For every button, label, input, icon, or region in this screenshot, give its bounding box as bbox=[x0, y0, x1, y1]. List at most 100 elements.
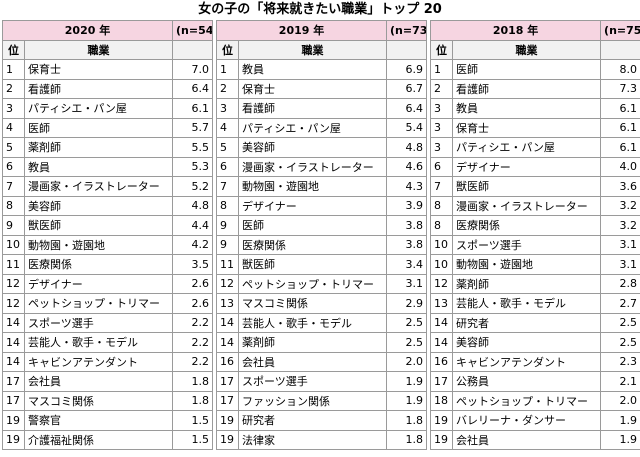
row: 10 動物園・遊園地 3.1 bbox=[430, 254, 640, 275]
rank: 3 bbox=[430, 137, 454, 158]
rank: 8 bbox=[430, 215, 454, 236]
rank: 2 bbox=[2, 78, 25, 99]
rank: 12 bbox=[2, 273, 25, 294]
panel-header: 2018 年(n=754) bbox=[430, 20, 640, 41]
job: 動物園・遊園地 bbox=[452, 254, 602, 275]
job: 法律家 bbox=[238, 429, 388, 450]
job: 教員 bbox=[452, 98, 602, 119]
job: スポーツ選手 bbox=[238, 371, 388, 392]
job: 動物園・遊園地 bbox=[23, 234, 174, 255]
percent: 2.5 bbox=[386, 332, 428, 353]
ranking-table: 2019 年(n=736)位職業1教員6.92保育士6.73看護師6.44パティ… bbox=[216, 20, 428, 450]
job: 会社員 bbox=[23, 371, 174, 392]
job: 会社員 bbox=[452, 429, 602, 450]
rank: 19 bbox=[430, 410, 454, 431]
job: デザイナー bbox=[23, 273, 174, 294]
job: 研究者 bbox=[238, 410, 388, 431]
row: 19 会社員 1.9 bbox=[430, 429, 640, 450]
rank: 12 bbox=[2, 293, 25, 314]
row: 14 スポーツ選手 2.2 bbox=[2, 312, 214, 333]
rank: 9 bbox=[216, 215, 240, 236]
percent: 7.0 bbox=[172, 59, 214, 80]
percent: 1.5 bbox=[172, 429, 214, 450]
job: 医師 bbox=[23, 117, 174, 138]
row: 13 マスコミ関係 2.9 bbox=[216, 293, 428, 314]
row: 14 芸能人・歌手・モデル 2.5 bbox=[216, 312, 428, 333]
percent: 3.2 bbox=[600, 195, 640, 216]
rank: 17 bbox=[2, 390, 25, 411]
row: 1 医師 8.0 bbox=[430, 59, 640, 80]
row: 17 スポーツ選手 1.9 bbox=[216, 371, 428, 392]
job: ペットショップ・トリマー bbox=[452, 390, 602, 411]
rank: 14 bbox=[430, 312, 454, 333]
row: 11 医療関係 3.5 bbox=[2, 254, 214, 275]
row: 16 キャビンアテンダント 2.3 bbox=[430, 351, 640, 372]
percent: 3.1 bbox=[386, 273, 428, 294]
rank: 19 bbox=[2, 429, 25, 450]
rank: 3 bbox=[430, 98, 454, 119]
rank-header: 位 bbox=[430, 39, 454, 60]
rank: 14 bbox=[2, 312, 25, 333]
rank: 10 bbox=[2, 234, 25, 255]
rank: 17 bbox=[2, 371, 25, 392]
percent: 6.7 bbox=[386, 78, 428, 99]
percent: 5.5 bbox=[172, 137, 214, 158]
row: 6 教員 5.3 bbox=[2, 156, 214, 177]
rank-header: 位 bbox=[216, 39, 240, 60]
job: 動物園・遊園地 bbox=[238, 176, 388, 197]
percent: 3.2 bbox=[600, 215, 640, 236]
percent: 5.4 bbox=[386, 117, 428, 138]
job: 漫画家・イラストレーター bbox=[452, 195, 602, 216]
job-header: 職業 bbox=[23, 39, 174, 60]
percent: 2.7 bbox=[600, 293, 640, 314]
row: 3 看護師 6.4 bbox=[216, 98, 428, 119]
job: マスコミ関係 bbox=[238, 293, 388, 314]
percent: 6.1 bbox=[600, 137, 640, 158]
percent: 6.1 bbox=[600, 117, 640, 138]
panel-header: 2020 年(n=543) bbox=[1, 20, 214, 41]
job-header: 職業 bbox=[452, 39, 602, 60]
row: 9 獣医師 4.4 bbox=[2, 215, 214, 236]
rank: 12 bbox=[216, 273, 240, 294]
percent: 2.2 bbox=[172, 351, 214, 372]
percent: 6.1 bbox=[172, 98, 214, 119]
row: 16 会社員 2.0 bbox=[216, 351, 428, 372]
rank: 17 bbox=[430, 371, 454, 392]
row: 18 ペットショップ・トリマー 2.0 bbox=[430, 390, 640, 411]
percent: 5.2 bbox=[172, 176, 214, 197]
percent: 3.8 bbox=[386, 234, 428, 255]
row: 3 保育士 6.1 bbox=[430, 117, 640, 138]
rank: 18 bbox=[430, 390, 454, 411]
percent: 1.8 bbox=[386, 410, 428, 431]
rank: 9 bbox=[2, 215, 25, 236]
job: 医療関係 bbox=[452, 215, 602, 236]
job: 芸能人・歌手・モデル bbox=[23, 332, 174, 353]
row: 3 教員 6.1 bbox=[430, 98, 640, 119]
job: 会社員 bbox=[238, 351, 388, 372]
rank: 19 bbox=[216, 429, 240, 450]
year: 2018 年 bbox=[430, 20, 602, 41]
percent: 2.8 bbox=[600, 273, 640, 294]
job: 薬剤師 bbox=[238, 332, 388, 353]
row: 5 薬剤師 5.5 bbox=[2, 137, 214, 158]
percent: 2.2 bbox=[172, 332, 214, 353]
row: 12 ペットショップ・トリマー 2.6 bbox=[2, 293, 214, 314]
rank: 2 bbox=[216, 78, 240, 99]
row: 8 美容師 4.8 bbox=[2, 195, 214, 216]
job: 看護師 bbox=[23, 78, 174, 99]
job: 保育士 bbox=[238, 78, 388, 99]
percent: 6.1 bbox=[600, 98, 640, 119]
percent: 3.1 bbox=[600, 234, 640, 255]
row: 12 薬剤師 2.8 bbox=[430, 273, 640, 294]
row: 1 保育士 7.0 bbox=[2, 59, 214, 80]
row: 6 漫画家・イラストレーター 4.6 bbox=[216, 156, 428, 177]
job: 芸能人・歌手・モデル bbox=[238, 312, 388, 333]
job: 看護師 bbox=[452, 78, 602, 99]
row: 17 公務員 2.1 bbox=[430, 371, 640, 392]
percent: 3.9 bbox=[386, 195, 428, 216]
row: 11 獣医師 3.4 bbox=[216, 254, 428, 275]
job: パティシエ・パン屋 bbox=[452, 137, 602, 158]
percent: 1.8 bbox=[386, 429, 428, 450]
sample-size: (n=543) bbox=[172, 20, 214, 41]
